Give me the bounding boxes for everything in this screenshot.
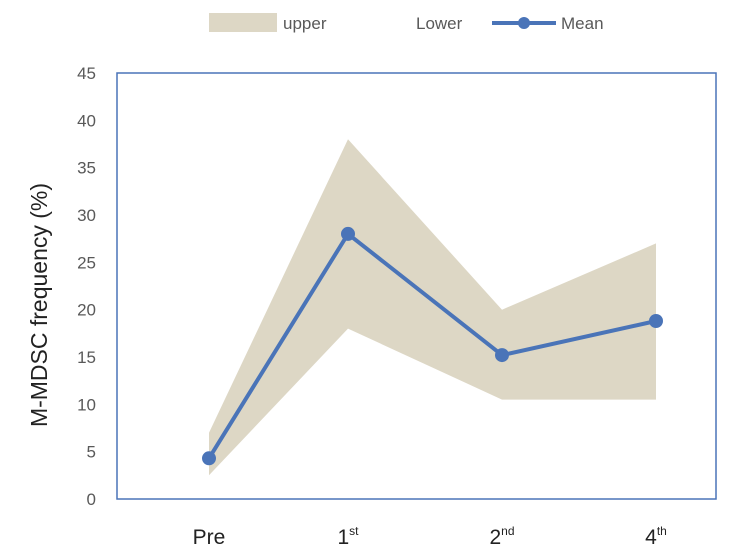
mean-point [495, 348, 509, 363]
legend: upper Lower Mean [209, 13, 604, 33]
mean-point [202, 451, 216, 466]
y-tick-label: 0 [87, 490, 96, 509]
y-tick-label: 15 [77, 348, 96, 367]
x-tick-labels: Pre 1st 2nd 4th [193, 524, 667, 549]
plot-border [116, 72, 717, 500]
legend-swatch-mean-marker [518, 17, 530, 29]
mean-points [202, 226, 663, 466]
mean-point [649, 314, 663, 328]
y-axis-label: M-MDSC frequency (%) [26, 183, 52, 427]
y-tick-label: 40 [77, 111, 96, 130]
band-area [209, 139, 656, 476]
y-tick-label: 35 [77, 159, 96, 178]
y-tick-label: 25 [77, 253, 96, 272]
y-tick-label: 5 [87, 443, 96, 462]
mean-point [341, 226, 355, 241]
y-tick-label: 20 [77, 301, 96, 320]
mean-line [207, 231, 657, 460]
y-tick-label: 30 [77, 206, 96, 225]
x-tick-label: 4th [645, 524, 667, 549]
x-tick-label: 2nd [489, 524, 514, 549]
y-tick-label: 45 [77, 64, 96, 83]
x-tick-label: 1st [337, 524, 359, 549]
legend-label-mean: Mean [561, 14, 604, 33]
legend-label-lower: Lower [416, 14, 463, 33]
plot-area: 0 5 10 15 20 25 30 35 40 45 Pre 1st 2nd 4th [77, 64, 717, 549]
y-ticks: 0 5 10 15 20 25 30 35 40 45 [77, 64, 96, 509]
x-tick-label: Pre [193, 526, 226, 549]
legend-swatch-upper [209, 13, 277, 32]
legend-label-upper: upper [283, 14, 327, 33]
y-tick-label: 10 [77, 395, 96, 414]
